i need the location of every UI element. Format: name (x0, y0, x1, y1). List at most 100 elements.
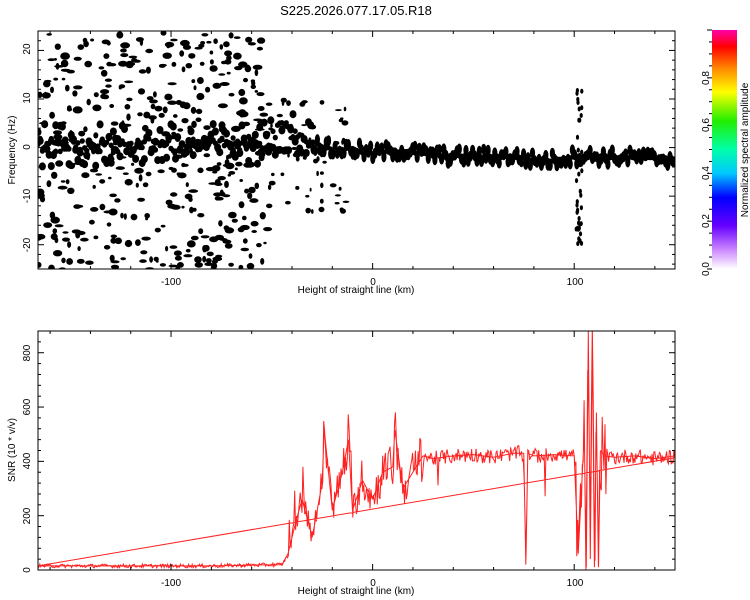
spectrum-blob (120, 212, 124, 219)
spectrum-blob (338, 186, 342, 191)
spectrum-blob (170, 38, 178, 42)
snr-x-axis-label: Height of straight line (km) (298, 586, 415, 597)
spectrum-blob (243, 146, 249, 152)
spectrum-blob (154, 105, 163, 112)
spectrum-blob (38, 262, 42, 268)
spectrum-blob (203, 135, 210, 142)
spectrum-blob (104, 139, 110, 146)
spectrum-blob (97, 148, 103, 155)
spectrum-blob (84, 60, 92, 68)
spectrum-blob (576, 96, 580, 102)
spectrogram-y-tick: 20 (22, 43, 33, 55)
spectrum-blob (193, 85, 197, 91)
spectrum-blob (154, 227, 161, 233)
spectrum-blob (217, 176, 226, 181)
spectrum-blob (158, 112, 165, 118)
spectrum-blob (150, 117, 155, 124)
spectrum-blob (340, 208, 346, 214)
spectrum-blob (50, 216, 60, 224)
spectrum-blob (66, 107, 73, 112)
spectrum-blob (135, 182, 139, 188)
spectrum-blob (223, 41, 230, 48)
spectrum-blob (173, 250, 182, 256)
spectrum-blob (133, 145, 139, 151)
spectrum-blob (44, 79, 52, 83)
snr-y-tick: 600 (22, 398, 33, 415)
spectrum-blob (43, 222, 53, 229)
spectrum-blob (48, 264, 55, 269)
spectrum-blob (325, 135, 332, 147)
spectrum-blob (126, 113, 131, 121)
snr-x-tick: -100 (161, 578, 181, 589)
colorbar-tick: 0.2 (701, 214, 712, 228)
spectrum-blob (247, 42, 256, 46)
spectrogram-x-tick: 0 (370, 277, 376, 288)
snr-y-tick: 800 (22, 344, 33, 361)
spectrum-blob (152, 147, 159, 153)
spectrogram-x-axis-label: Height of straight line (km) (298, 285, 415, 296)
spectrum-blob (231, 125, 241, 132)
spectrum-blob (92, 104, 102, 112)
spectrum-blob (218, 73, 226, 76)
spectrum-blob (108, 176, 112, 180)
spectrum-blob (114, 237, 122, 245)
spectrum-blob (149, 99, 158, 104)
spectrum-blob (203, 244, 210, 252)
spectrum-blob (77, 44, 85, 50)
spectrum-blob (368, 140, 374, 152)
spectrogram-y-tick: 0 (22, 144, 33, 150)
spectrum-blob (181, 205, 185, 209)
spectrum-blob (120, 257, 126, 261)
spectrum-blob (174, 255, 182, 261)
spectrum-blob (39, 196, 46, 203)
spectrum-blob (195, 117, 202, 123)
spectrum-blob (137, 112, 143, 117)
spectrum-blob (60, 180, 66, 183)
spectrum-blob (179, 101, 187, 109)
spectrum-blob (118, 60, 128, 67)
spectrum-blob (150, 138, 156, 145)
spectrum-blob (138, 69, 147, 74)
spectrum-blob (329, 183, 337, 188)
spectrum-blob (176, 172, 181, 176)
spectrum-blob (241, 140, 247, 146)
spectrum-blob (239, 97, 248, 105)
spectrum-blob (145, 129, 153, 137)
spectrum-blob (93, 132, 99, 139)
spectrum-blob (99, 203, 106, 211)
spectrum-blob (243, 77, 248, 83)
spectrum-blob (78, 130, 86, 137)
spectrum-blob (301, 124, 307, 127)
spectrum-blob (75, 231, 81, 239)
spectrum-blob (142, 182, 149, 188)
spectrum-blob (163, 153, 171, 162)
spectrum-blob (234, 167, 238, 171)
spectrum-blob (343, 106, 347, 112)
spectrum-blob (73, 85, 83, 90)
spectrum-blob (219, 44, 224, 50)
spectrum-blob (54, 237, 59, 244)
spectrum-blob (146, 136, 152, 142)
spectrum-blob (254, 90, 258, 93)
spectrum-blob (577, 152, 582, 158)
spectrum-blob (130, 213, 138, 221)
spectrum-blob (148, 145, 154, 152)
spectrum-blob (172, 148, 179, 154)
spectrum-blob (341, 120, 349, 126)
spectrum-blob (244, 188, 250, 194)
spectrum-blob (53, 130, 62, 136)
spectrum-blob (92, 184, 96, 189)
spectrum-blob (609, 144, 615, 156)
spectrum-blob (53, 148, 59, 155)
spectrum-blob (141, 236, 151, 241)
spectrum-blob (262, 131, 270, 140)
spectrum-blob (123, 213, 127, 220)
spectrum-blob (98, 66, 105, 70)
spectrum-blob (238, 88, 246, 97)
spectrum-blob (278, 126, 286, 135)
spectrum-blob (190, 106, 197, 114)
spectrum-blob (289, 110, 297, 119)
spectrum-blob (134, 167, 144, 174)
spectrum-blob (146, 96, 154, 101)
spectrum-blob (576, 147, 580, 153)
